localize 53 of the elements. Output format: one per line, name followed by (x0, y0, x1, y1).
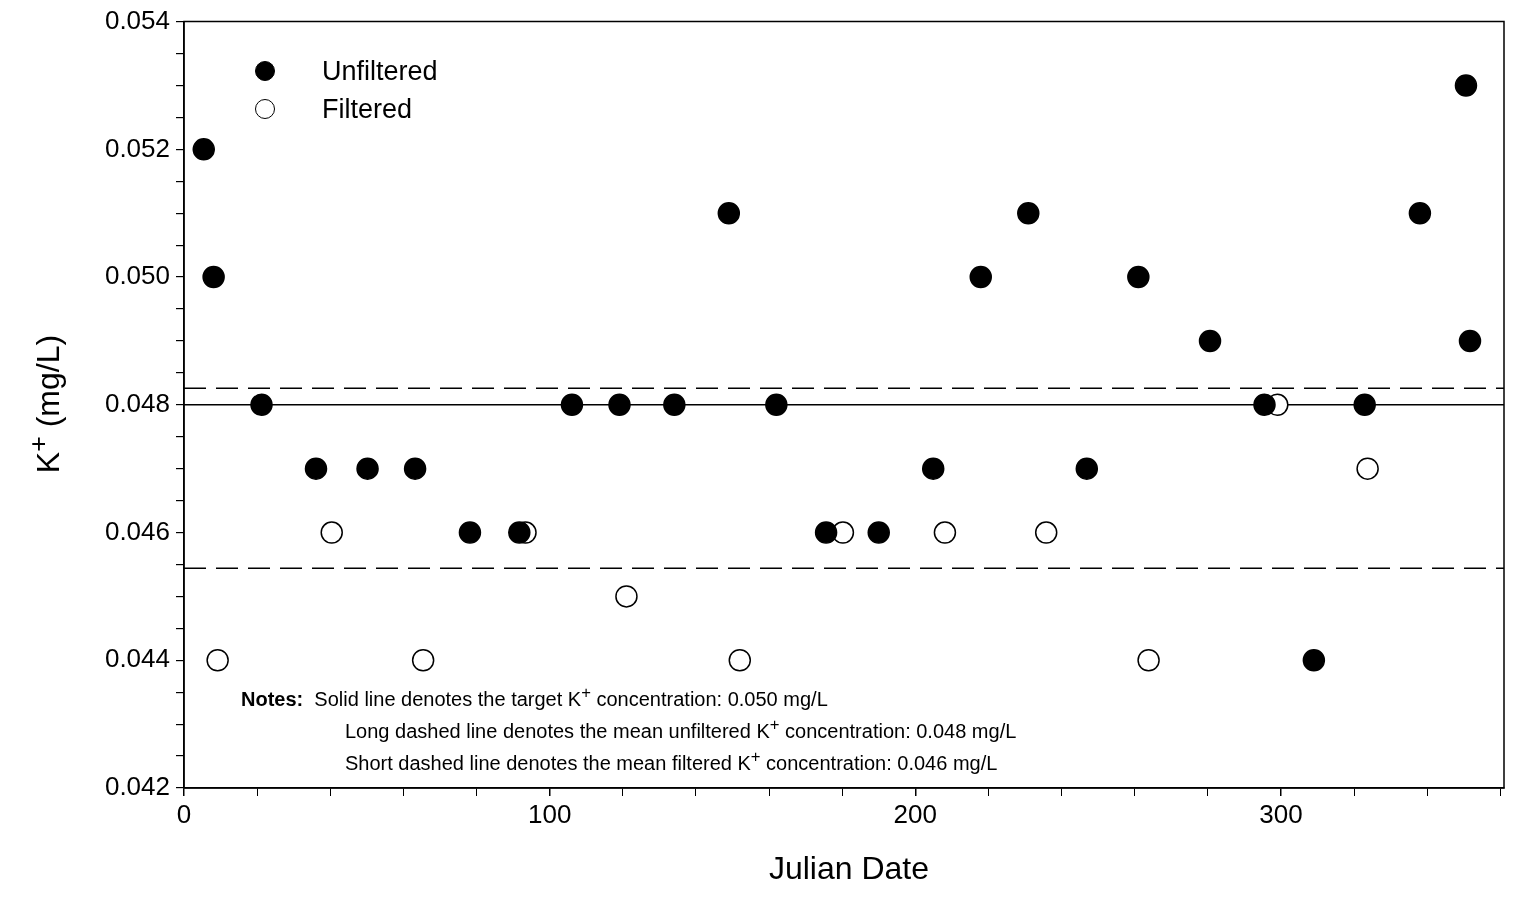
point (615, 585, 638, 608)
y-tick-label: 0.048 (104, 387, 170, 418)
y-tick-label: 0.054 (104, 4, 170, 35)
point (202, 265, 225, 289)
point (663, 393, 686, 417)
x-tick-label: 0 (176, 798, 192, 829)
point (1408, 201, 1432, 225)
point (1127, 265, 1150, 289)
annotation: Long dashed line denotes the mean unfiltered K$^{+}$ concentration: 0.048 mg/L (345, 715, 1017, 743)
point (814, 521, 838, 544)
point (1458, 329, 1482, 353)
point (411, 649, 435, 672)
point (608, 393, 631, 417)
point (1356, 457, 1379, 480)
x-tick-label: 100 (527, 798, 572, 829)
point (1198, 329, 1222, 353)
x-tick-label: 200 (893, 798, 937, 829)
point (1017, 201, 1040, 225)
annotation: Notes: Solid line denotes the target K$^{+}$ concentration: 0.050 mg/L (241, 683, 828, 711)
point (192, 138, 215, 161)
point (933, 521, 957, 544)
point (250, 393, 273, 417)
y-tick-label: 0.046 (104, 515, 170, 546)
point (356, 457, 379, 480)
point (1454, 74, 1478, 97)
point (717, 201, 741, 225)
annotation: Short dashed line denotes the mean filtered K$^{+}$ concentration: 0.046 mg/L (345, 747, 998, 775)
point (765, 393, 788, 417)
point (1253, 393, 1276, 417)
point (320, 521, 343, 544)
point (508, 521, 531, 544)
legend-label: Filtered (322, 93, 413, 125)
point (206, 649, 229, 672)
point (1302, 649, 1326, 672)
point (867, 521, 890, 544)
point (728, 649, 752, 672)
point (560, 393, 584, 417)
y-tick-label: 0.050 (104, 260, 170, 291)
point (921, 457, 945, 480)
point (304, 457, 328, 480)
legend-label: Unfiltered (322, 55, 438, 87)
x-tick-label: 300 (1259, 798, 1303, 829)
y-tick-label: 0.052 (104, 132, 170, 163)
y-tick-label: 0.044 (104, 643, 170, 674)
point (1353, 393, 1376, 417)
y-tick-label: 0.042 (104, 771, 170, 802)
point (458, 521, 482, 544)
point (1034, 521, 1058, 544)
point (969, 265, 992, 289)
x-axis-title: Julian Date (768, 849, 930, 887)
point (1137, 649, 1160, 672)
point (1075, 457, 1099, 480)
point (403, 457, 427, 480)
